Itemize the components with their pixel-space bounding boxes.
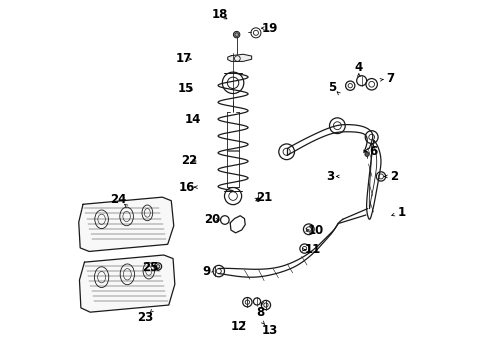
- Text: 7: 7: [386, 72, 393, 85]
- Text: 19: 19: [261, 22, 277, 35]
- Text: 3: 3: [325, 170, 334, 183]
- Text: 25: 25: [142, 261, 158, 274]
- Text: 11: 11: [304, 243, 320, 256]
- Text: 24: 24: [110, 193, 127, 206]
- Circle shape: [364, 152, 368, 157]
- Text: 13: 13: [261, 324, 277, 337]
- Circle shape: [256, 198, 259, 202]
- Text: 9: 9: [203, 265, 211, 278]
- Circle shape: [233, 31, 240, 38]
- Text: 17: 17: [175, 52, 191, 65]
- Text: 15: 15: [177, 82, 193, 95]
- Text: 6: 6: [368, 145, 376, 158]
- Text: 22: 22: [181, 154, 197, 167]
- Text: 14: 14: [184, 113, 201, 126]
- Text: 10: 10: [307, 224, 324, 237]
- Text: 16: 16: [179, 181, 195, 194]
- Polygon shape: [79, 197, 173, 251]
- Polygon shape: [227, 54, 251, 62]
- Text: 8: 8: [256, 306, 264, 319]
- Text: 21: 21: [256, 191, 272, 204]
- Polygon shape: [80, 255, 175, 312]
- Text: 5: 5: [327, 81, 335, 94]
- Text: 12: 12: [230, 320, 247, 333]
- Text: 18: 18: [211, 9, 227, 22]
- Text: 20: 20: [204, 213, 220, 226]
- Text: 2: 2: [390, 170, 398, 183]
- Text: 4: 4: [354, 61, 362, 74]
- Text: 1: 1: [397, 206, 405, 219]
- Text: 23: 23: [137, 311, 153, 324]
